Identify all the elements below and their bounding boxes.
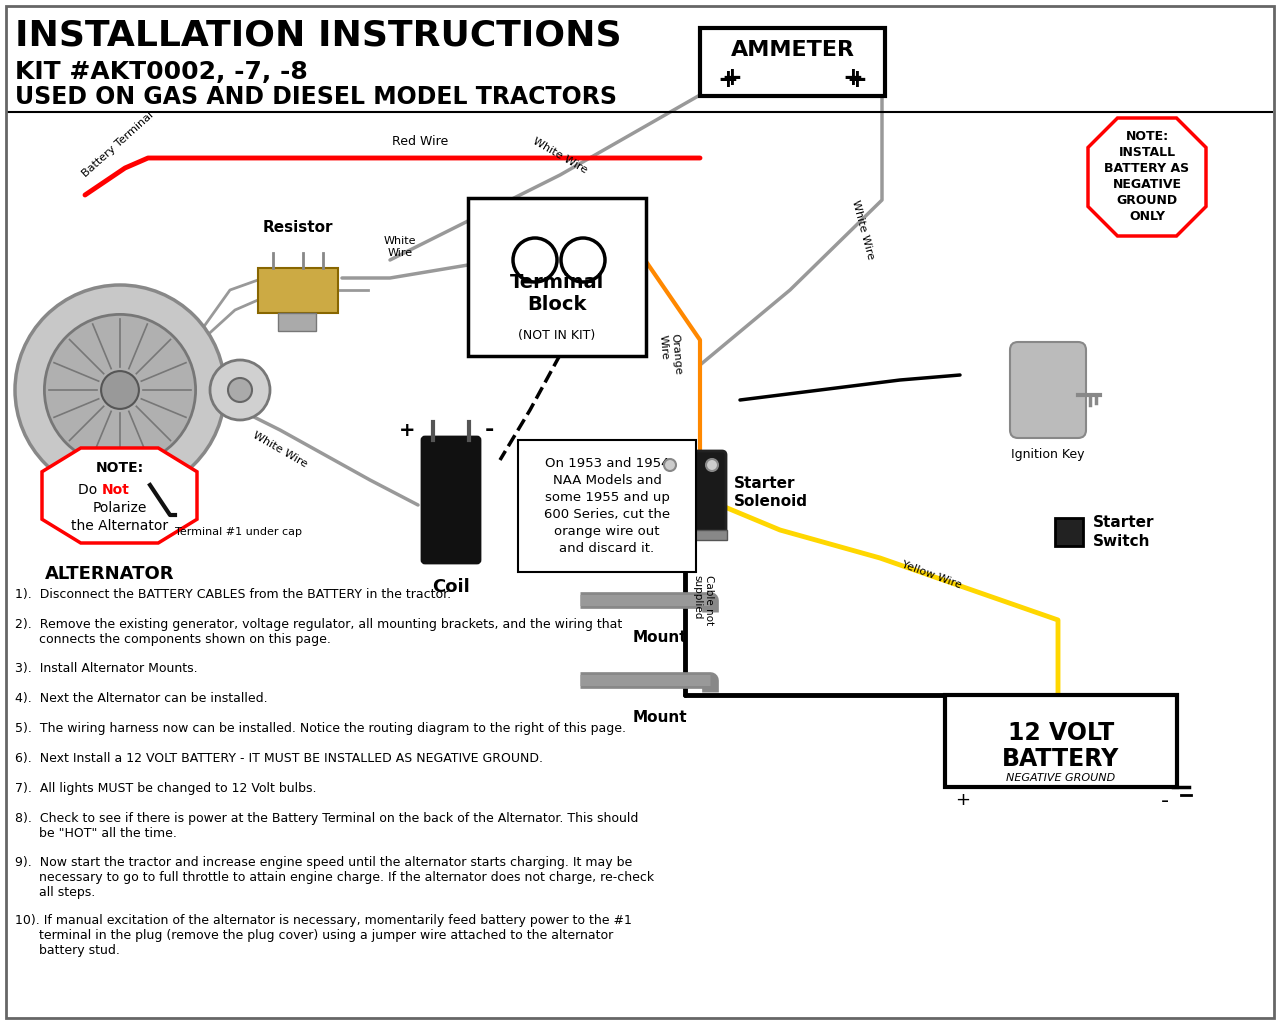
Circle shape (707, 459, 718, 471)
Text: AMMETER: AMMETER (731, 40, 855, 60)
FancyBboxPatch shape (657, 451, 726, 534)
Circle shape (45, 314, 196, 466)
Text: 9).  Now start the tractor and increase engine speed until the alternator starts: 9). Now start the tractor and increase e… (15, 856, 654, 899)
Text: Red Wire: Red Wire (392, 135, 448, 148)
Text: Yellow Wire: Yellow Wire (900, 559, 963, 591)
Text: 6).  Next Install a 12 VOLT BATTERY - IT MUST BE INSTALLED AS NEGATIVE GROUND.: 6). Next Install a 12 VOLT BATTERY - IT … (15, 752, 543, 765)
Text: 10). If manual excitation of the alternator is necessary, momentarily feed batte: 10). If manual excitation of the alterna… (15, 914, 632, 957)
Text: INSTALLATION INSTRUCTIONS: INSTALLATION INSTRUCTIONS (15, 18, 622, 52)
Polygon shape (42, 449, 197, 543)
Circle shape (101, 371, 140, 409)
Text: 1).  Disconnect the BATTERY CABLES from the BATTERY in the tractor.: 1). Disconnect the BATTERY CABLES from t… (15, 588, 451, 601)
Text: NOTE:: NOTE: (96, 461, 143, 475)
Circle shape (513, 238, 557, 282)
FancyBboxPatch shape (468, 198, 646, 356)
Text: 7).  All lights MUST be changed to 12 Volt bulbs.: 7). All lights MUST be changed to 12 Vol… (15, 782, 316, 795)
Text: USED ON GAS AND DIESEL MODEL TRACTORS: USED ON GAS AND DIESEL MODEL TRACTORS (15, 85, 617, 109)
FancyBboxPatch shape (945, 695, 1178, 787)
Text: 4).  Next the Alternator can be installed.: 4). Next the Alternator can be installed… (15, 692, 268, 705)
Text: +: + (399, 421, 415, 439)
Text: White Wire: White Wire (850, 200, 876, 261)
Circle shape (15, 285, 225, 495)
Text: Terminal
Block: Terminal Block (509, 272, 604, 313)
Text: BATTERY: BATTERY (1002, 746, 1120, 771)
FancyBboxPatch shape (700, 28, 884, 96)
Circle shape (210, 360, 270, 420)
FancyBboxPatch shape (278, 313, 316, 331)
Text: ALTERNATOR: ALTERNATOR (45, 565, 175, 583)
FancyBboxPatch shape (1055, 518, 1083, 546)
Circle shape (561, 238, 605, 282)
Text: -: - (484, 420, 494, 440)
Text: -: - (1161, 791, 1169, 811)
Text: KIT #AKT0002, -7, -8: KIT #AKT0002, -7, -8 (15, 60, 307, 84)
Text: 5).  The wiring harness now can be installed. Notice the routing diagram to the : 5). The wiring harness now can be instal… (15, 722, 626, 735)
Text: +: + (718, 68, 739, 92)
Text: NEGATIVE GROUND: NEGATIVE GROUND (1006, 773, 1116, 783)
Text: (NOT IN KIT): (NOT IN KIT) (518, 330, 595, 342)
Text: Polarize: Polarize (92, 501, 147, 515)
Text: Not: Not (101, 483, 129, 497)
Circle shape (228, 378, 252, 402)
Text: Do: Do (78, 483, 101, 497)
Text: Orange
Wire: Orange Wire (658, 334, 684, 377)
Circle shape (664, 459, 676, 471)
FancyBboxPatch shape (518, 440, 696, 572)
FancyBboxPatch shape (655, 530, 727, 540)
Text: Starter
Switch: Starter Switch (1093, 515, 1155, 549)
Text: 8).  Check to see if there is power at the Battery Terminal on the back of the A: 8). Check to see if there is power at th… (15, 812, 639, 840)
Text: On 1953 and 1954
NAA Models and
some 1955 and up
600 Series, cut the
orange wire: On 1953 and 1954 NAA Models and some 195… (544, 457, 669, 555)
Text: Ignition Key: Ignition Key (1011, 449, 1084, 461)
FancyBboxPatch shape (259, 268, 338, 313)
Text: Terminal #1 under cap: Terminal #1 under cap (175, 527, 302, 537)
Text: 3).  Install Alternator Mounts.: 3). Install Alternator Mounts. (15, 662, 197, 675)
Text: +: + (955, 791, 970, 809)
Text: 2).  Remove the existing generator, voltage regulator, all mounting brackets, an: 2). Remove the existing generator, volta… (15, 618, 622, 646)
Text: White Wire: White Wire (531, 136, 589, 175)
FancyBboxPatch shape (422, 437, 480, 563)
FancyBboxPatch shape (1010, 342, 1085, 438)
Text: 12 VOLT: 12 VOLT (1007, 721, 1114, 745)
Text: Coil: Coil (433, 578, 470, 596)
Text: Resistor: Resistor (262, 220, 333, 234)
Text: White Wire: White Wire (251, 430, 308, 469)
Text: NOTE:
INSTALL
BATTERY AS
NEGATIVE
GROUND
ONLY: NOTE: INSTALL BATTERY AS NEGATIVE GROUND… (1105, 130, 1189, 223)
Text: +: + (846, 68, 868, 92)
Text: White
Wire: White Wire (384, 237, 416, 258)
Text: Starter
Solenoid: Starter Solenoid (733, 476, 808, 509)
Text: the Alternator: the Alternator (70, 519, 168, 534)
Polygon shape (1088, 118, 1206, 236)
Text: +: + (722, 66, 742, 90)
Text: +: + (842, 66, 864, 90)
Text: Mount: Mount (632, 710, 687, 725)
Text: Cable not
supplied: Cable not supplied (692, 574, 714, 625)
Text: Battery Terminal: Battery Terminal (79, 110, 155, 179)
Text: Mount: Mount (632, 630, 687, 645)
